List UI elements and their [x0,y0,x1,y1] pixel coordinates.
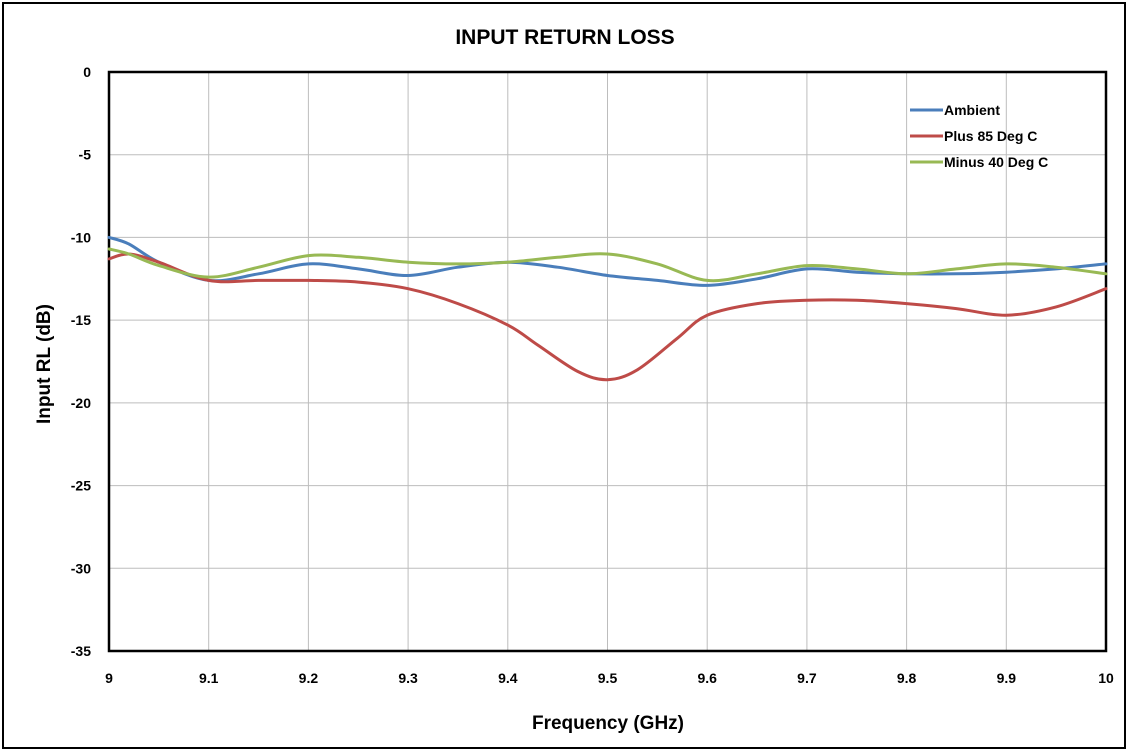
x-tick-label: 10 [1098,670,1114,686]
series-line-ambient [107,235,1108,287]
chart-title: INPUT RETURN LOSS [455,26,674,49]
plot-area [107,70,1108,653]
y-tick-label: -15 [71,312,91,328]
x-tick-label: 9.3 [398,670,418,686]
tick-labels: 9 9.1 9.2 9.3 9.4 9.5 9.6 9.7 9.8 9.9 10 0 -5 -10 -15 -… [71,64,1114,686]
x-tick-label: 9.5 [598,670,618,686]
gridlines [109,72,1106,651]
y-tick-label: 0 [83,64,91,80]
y-tick-label: -25 [71,478,91,494]
x-tick-label: 9 [105,670,113,686]
legend-label-plus-85-deg-c: Plus 85 Deg C [944,128,1037,144]
y-tick-label: -20 [71,395,91,411]
x-tick-label: 9.4 [498,670,518,686]
x-tick-label: 9.8 [897,670,917,686]
x-tick-label: 9.6 [697,670,717,686]
x-axis-label: Frequency (GHz) [532,713,684,734]
series-line-minus-40-deg-c [107,247,1108,283]
y-tick-label: -10 [71,229,91,245]
y-tick-label: -5 [79,147,92,163]
x-tick-label: 9.9 [997,670,1017,686]
x-tick-label: 9.2 [299,670,319,686]
y-tick-label: -30 [71,560,91,576]
series-lines [107,235,1108,382]
legend-label-minus-40-deg-c: Minus 40 Deg C [944,154,1048,170]
series-line-plus-85-deg-c [107,252,1108,382]
y-axis-label: Input RL (dB) [34,304,55,424]
y-tick-label: -35 [71,643,91,659]
legend-label-ambient: Ambient [944,102,1000,118]
legend: Ambient Plus 85 Deg C Minus 40 Deg C [910,102,1048,170]
x-tick-label: 9.7 [797,670,817,686]
x-tick-label: 9.1 [199,670,219,686]
